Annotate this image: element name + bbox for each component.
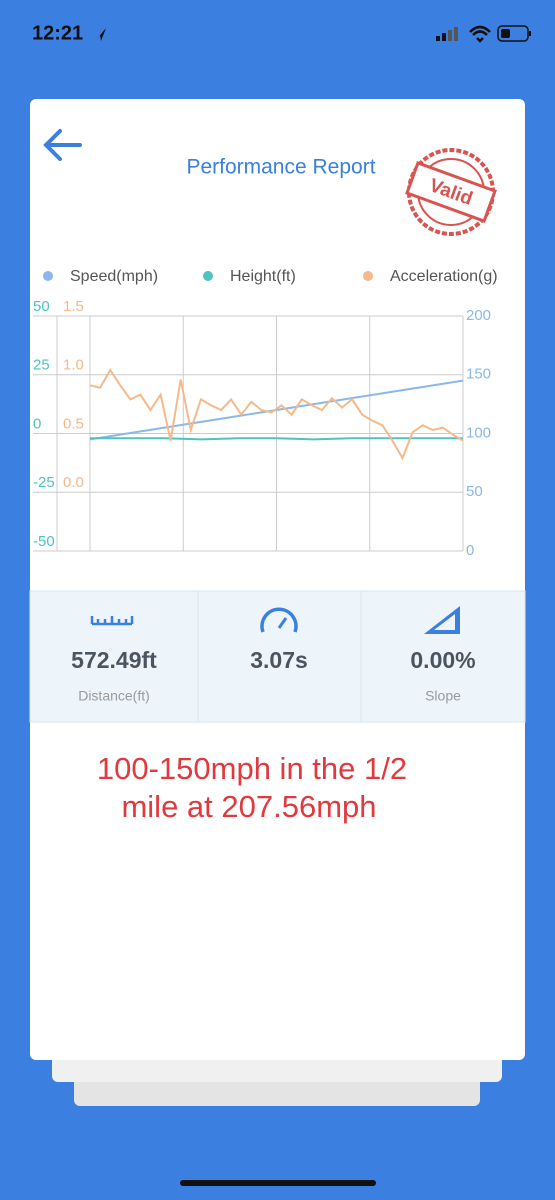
legend-label: Speed(mph): [70, 268, 158, 285]
acceleration-tick-label: 0.5: [63, 415, 84, 432]
stat-value: 0.00%: [410, 647, 475, 673]
series-line: [90, 437, 463, 441]
signal-icon: [436, 27, 458, 41]
chart: -50 -25 0 25 50 0.0 0.5 1.0 1.5 0 50 100 150 200 Speed…: [33, 268, 498, 559]
legend-label: Height(ft): [230, 268, 296, 285]
legend-label: Acceleration(g): [390, 268, 498, 285]
stat-value: 3.07s: [250, 647, 308, 673]
height-tick-label: 50: [33, 298, 50, 315]
speed-tick-label: 50: [466, 483, 483, 500]
legend-dot: [43, 271, 53, 281]
acceleration-tick-label: 1.5: [63, 298, 84, 315]
valid-stamp: Valid: [405, 148, 497, 236]
legend-dot: [203, 271, 213, 281]
home-indicator: [180, 1180, 376, 1186]
battery-icon: [497, 25, 531, 42]
speed-tick-label: 200: [466, 307, 491, 324]
stat-label: Distance(ft): [78, 688, 150, 704]
note-text: 100-150mph in the 1/2: [97, 751, 407, 786]
location-icon: [96, 28, 106, 41]
stats-panel: [29, 590, 526, 723]
series-line: [89, 368, 464, 461]
distance-icon: [90, 616, 134, 626]
acceleration-tick-label: 0.0: [63, 474, 84, 491]
note-text: mile at 207.56mph: [121, 789, 376, 824]
height-tick-label: 25: [33, 357, 50, 374]
wifi-icon: [469, 25, 491, 43]
speed-tick-label: 100: [466, 424, 491, 441]
timer-needle: [277, 617, 288, 629]
stat-label: Slope: [425, 688, 461, 704]
speed-tick-label: 150: [466, 366, 491, 383]
stats: 572.49ft Distance(ft) 3.07s 0.00% Slope: [71, 647, 475, 704]
back-button[interactable]: [43, 129, 82, 161]
height-tick-label: -50: [33, 533, 55, 550]
legend-dot: [363, 271, 373, 281]
height-tick-label: 0: [33, 415, 41, 432]
height-tick-label: -25: [33, 474, 55, 491]
status-time: 12:21: [32, 22, 83, 44]
stat-value: 572.49ft: [71, 647, 157, 673]
card: [30, 99, 525, 1060]
page-title: Performance Report: [186, 156, 375, 179]
acceleration-tick-label: 1.0: [63, 357, 84, 374]
speed-tick-label: 0: [466, 542, 474, 559]
slope-icon: [424, 606, 460, 634]
timer-icon: [260, 607, 298, 633]
